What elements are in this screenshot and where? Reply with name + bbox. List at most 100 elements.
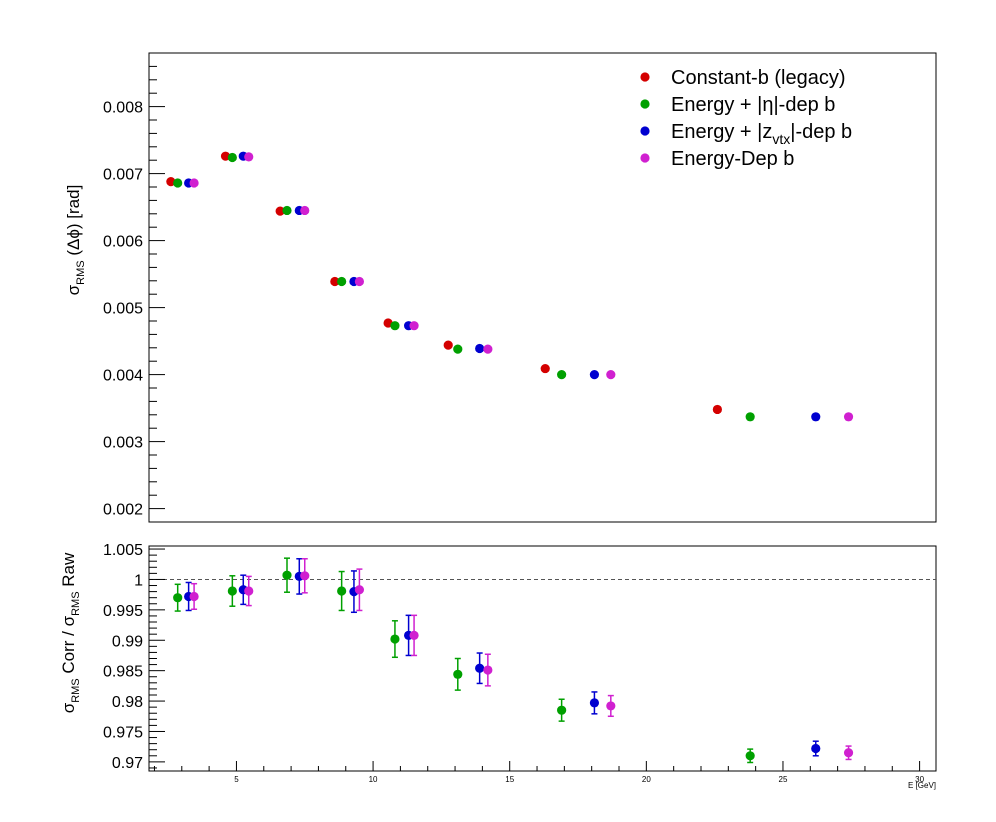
ratio-point: [557, 698, 567, 722]
data-point: [227, 152, 237, 163]
data-point: [453, 669, 463, 679]
bottom-y-axis-label: σRMS Corr / σRMS Raw: [59, 552, 82, 713]
data-point: [220, 151, 231, 161]
data-point: [589, 370, 600, 380]
data-point: [227, 586, 237, 596]
ratio-point: [282, 557, 292, 593]
ratio-point: [173, 583, 183, 612]
legend-marker: [640, 153, 650, 163]
data-point: [606, 370, 616, 380]
data-point: [300, 205, 310, 216]
legend-marker: [640, 99, 650, 109]
legend-marker: [640, 72, 650, 82]
data-point: [811, 743, 821, 754]
data-point: [712, 404, 722, 415]
y-tick-label: 0.975: [103, 724, 143, 741]
y-tick-label: 0.006: [103, 234, 143, 251]
data-point: [745, 412, 755, 422]
data-point: [483, 344, 493, 354]
y-tick-label: 1.005: [103, 542, 143, 559]
data-point: [390, 634, 400, 644]
data-point: [443, 340, 453, 350]
data-point: [244, 586, 254, 596]
ratio-point: [409, 614, 419, 657]
top-plot-frame: [148, 52, 937, 523]
y-tick-label: 0.005: [103, 301, 143, 318]
x-tick-label: 30: [915, 775, 924, 784]
y-tick-label: 0.995: [103, 603, 143, 620]
data-point: [173, 593, 183, 603]
y-tick-label: 0.003: [103, 435, 143, 452]
top-y-axis-ticks: 0.002 0.003 0.004 0.005 0.006 0.007 0.008: [103, 52, 165, 523]
data-point: [189, 178, 199, 188]
y-tick-label: 0.002: [103, 502, 143, 519]
data-point: [843, 412, 854, 422]
data-point: [354, 585, 365, 595]
data-point: [483, 665, 493, 675]
x-tick-label: 20: [642, 775, 651, 784]
data-point: [811, 412, 821, 422]
y-tick-label: 0.98: [112, 694, 143, 711]
top-panel: 0.002 0.003 0.004 0.005 0.006 0.007 0.008 σRMS…: [64, 52, 937, 523]
y-tick-label: 0.99: [112, 633, 143, 650]
bottom-panel: 0.97 0.975 0.98 0.985 0.99 0.995 1 1.005 5 10 15 2…: [59, 542, 937, 790]
y-tick-label: 1: [134, 572, 143, 589]
y-tick-label: 0.008: [103, 100, 143, 117]
data-point: [189, 591, 199, 602]
ratio-point: [227, 575, 237, 607]
data-point: [540, 363, 550, 374]
data-point: [475, 663, 485, 673]
data-point: [589, 698, 600, 708]
data-point: [409, 321, 419, 331]
ratio-point: [390, 620, 400, 659]
data-point: [337, 276, 347, 287]
ratio-point: [300, 558, 310, 594]
ratio-point: [811, 740, 821, 757]
legend-marker: [640, 126, 650, 136]
data-point: [173, 178, 183, 188]
y-tick-label: 0.004: [103, 368, 143, 385]
data-point: [843, 748, 854, 758]
x-axis-label: E [GeV]: [908, 781, 936, 790]
x-axis-ticks: 5 10 15 20 25 30: [153, 761, 925, 784]
data-point: [606, 701, 616, 711]
bottom-data-points: [173, 557, 854, 764]
data-point: [282, 205, 292, 216]
ratio-point: [745, 748, 755, 764]
data-point: [275, 206, 285, 216]
y-tick-label: 0.007: [103, 167, 143, 184]
ratio-point: [843, 745, 854, 761]
data-point: [475, 343, 485, 354]
y-tick-label: 0.97: [112, 755, 143, 772]
x-tick-label: 10: [369, 775, 378, 784]
legend-entry: Energy + |η|-dep b: [671, 94, 835, 116]
data-point: [282, 570, 292, 580]
data-point: [745, 751, 755, 761]
y-tick-label: 0.985: [103, 664, 143, 681]
data-point: [390, 321, 400, 331]
ratio-point: [606, 694, 616, 718]
legend-entry: Constant-b (legacy): [671, 67, 846, 89]
data-point: [166, 177, 176, 187]
data-point: [337, 586, 347, 596]
ratio-point: [589, 691, 600, 715]
ratio-point: [483, 653, 493, 687]
ratio-point: [189, 582, 199, 610]
data-point: [354, 276, 365, 287]
top-data-points: [166, 151, 854, 422]
ratio-point: [354, 568, 365, 612]
x-tick-label: 15: [505, 775, 514, 784]
legend: Constant-b (legacy) Energy + |η|-dep b Ene…: [640, 67, 852, 170]
data-point: [453, 344, 463, 354]
x-tick-label: 5: [234, 775, 239, 784]
legend-entry: Energy + |zvtx|-dep b: [671, 121, 852, 147]
x-tick-label: 25: [779, 775, 788, 784]
ratio-point: [453, 657, 463, 691]
ratio-point: [244, 575, 254, 607]
data-point: [244, 152, 254, 162]
data-point: [330, 276, 340, 287]
bottom-y-axis-ticks: 0.97 0.975 0.98 0.985 0.99 0.995 1 1.005: [103, 542, 165, 772]
ratio-point: [238, 574, 248, 606]
ratio-point: [475, 652, 485, 685]
